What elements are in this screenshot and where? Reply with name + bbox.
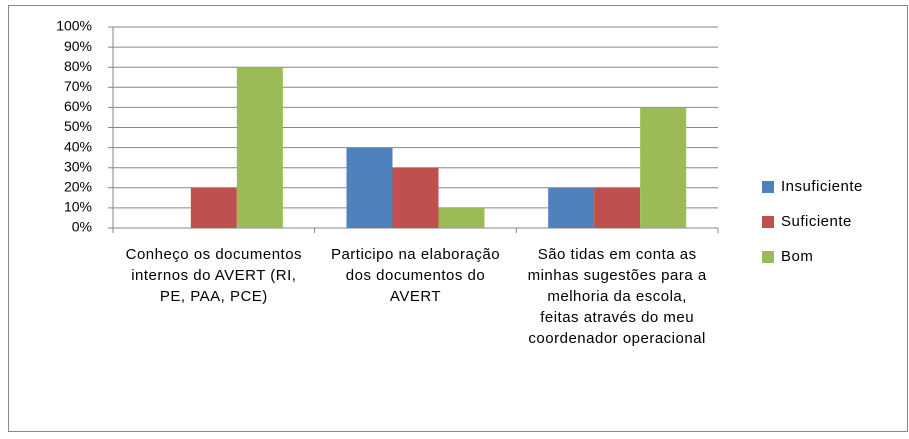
y-tick-label: 60% [64,98,92,114]
legend-swatch [762,251,774,263]
y-tick-label: 70% [64,78,92,94]
bar [236,67,283,228]
y-tick-label: 80% [64,58,92,74]
bar [438,207,485,228]
bar [392,167,439,228]
y-tick-label: 90% [64,38,92,54]
y-tick-label: 0% [72,219,92,235]
y-tick-label: 30% [64,158,92,174]
x-tick-label: Participo na elaboração dos documentos d… [330,246,501,305]
bar [190,187,237,228]
y-tick-label: 50% [64,118,92,134]
legend-label: Suficiente [781,213,852,230]
legend-label: Bom [781,248,813,265]
x-tick-label: São tidas em conta as minhas sugestões p… [527,246,707,347]
chart-border [8,5,908,432]
bar [594,187,641,228]
y-tick-label: 40% [64,138,92,154]
y-tick-label: 100% [56,18,92,34]
legend-swatch [762,216,774,228]
bar [548,187,595,228]
legend-swatch [762,181,774,193]
y-tick-label: 10% [64,199,92,215]
bar [640,107,687,228]
legend-label: Insuficiente [781,178,863,195]
y-tick-label: 20% [64,179,92,195]
x-tick-label: Conheço os documentos internos do AVERT … [125,246,303,305]
bar [346,147,393,228]
